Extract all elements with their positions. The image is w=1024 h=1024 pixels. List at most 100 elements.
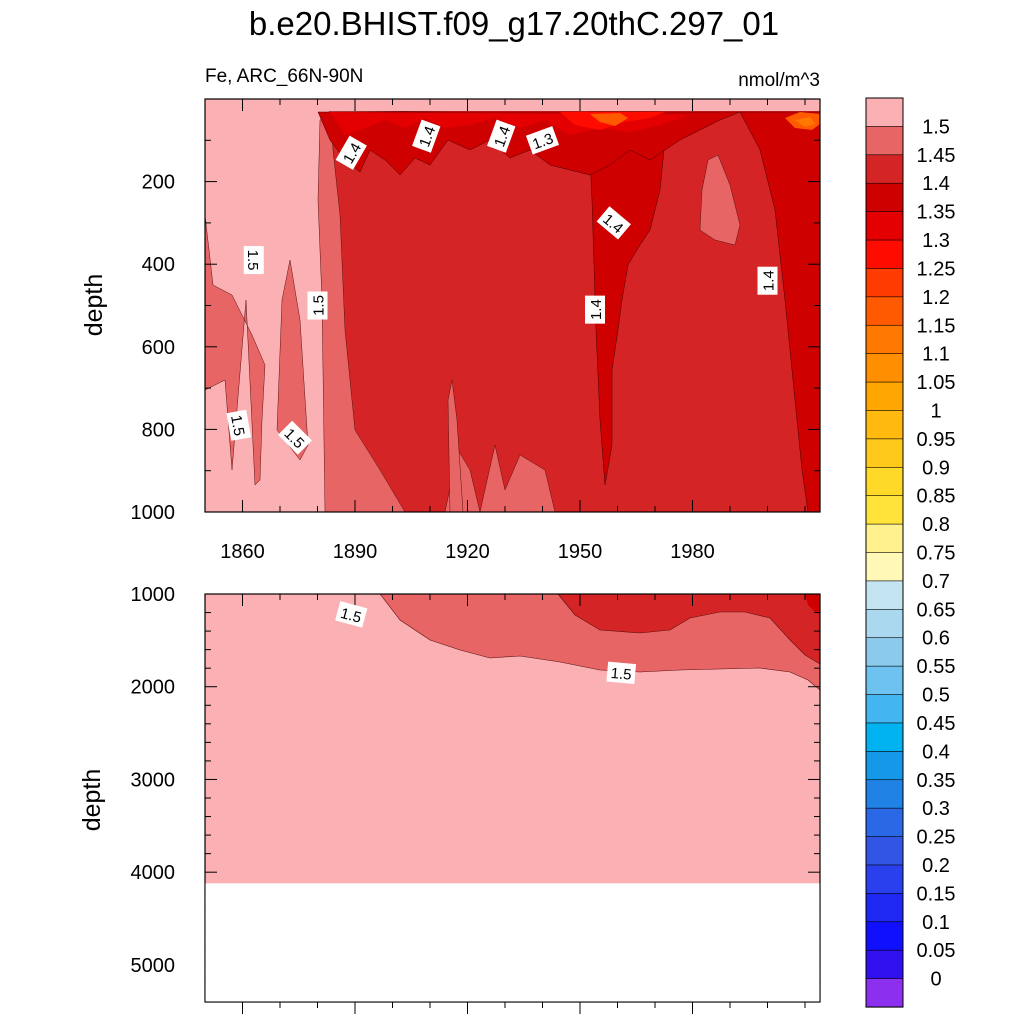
contour-label-text: 1.4 xyxy=(491,124,514,149)
colorbar-swatch xyxy=(865,665,904,696)
contour-label-bg xyxy=(243,246,264,275)
colorbar-swatch xyxy=(865,495,904,525)
colorbar-swatch xyxy=(865,836,904,866)
colorbar-label: 1.3 xyxy=(922,230,950,252)
upper-ylabel: depth xyxy=(80,274,108,337)
colorbar-label: 1.45 xyxy=(917,145,956,167)
lower-contour-labels: 1.5 1.5 xyxy=(335,601,637,685)
colorbar-swatch xyxy=(865,239,904,270)
colorbar-swatch xyxy=(865,381,904,412)
contour-label: 1.4 xyxy=(412,119,441,153)
colorbar-swatch xyxy=(865,97,904,128)
colorbar-label: 0.35 xyxy=(917,770,956,792)
colorbar-swatch xyxy=(865,609,904,639)
colorbar-label: 0.65 xyxy=(917,599,956,621)
y-tick-label: 800 xyxy=(142,419,175,441)
colorbar-label: 1.05 xyxy=(917,372,956,394)
y-tick-label: 3000 xyxy=(131,769,176,791)
colorbar-swatch xyxy=(865,211,904,241)
colorbar-swatch xyxy=(865,580,904,610)
colorbar-label: 0.5 xyxy=(922,685,950,707)
colorbar-label: 0.95 xyxy=(917,429,956,451)
surface-band xyxy=(205,99,820,111)
contour-label-bg xyxy=(412,119,441,153)
no-data-region xyxy=(205,883,820,1002)
colorbar-swatch xyxy=(865,949,904,980)
colorbar-label: 0.4 xyxy=(922,741,950,763)
colorbar-swatch xyxy=(865,126,904,156)
colorbar-swatch xyxy=(865,552,904,582)
contour-label-text: 1.5 xyxy=(244,250,261,271)
contour-label: 1.5 xyxy=(307,291,328,320)
contour-label-bg xyxy=(307,291,328,320)
colorbar-label: 0.2 xyxy=(922,855,950,877)
colorbar-label: 0.45 xyxy=(917,713,956,735)
colorbar-swatch xyxy=(865,921,904,951)
contour-label-text: 1.5 xyxy=(610,665,632,684)
band-1.45-lower xyxy=(379,593,821,691)
colorbar-swatch xyxy=(865,893,904,923)
colorbar-swatch xyxy=(865,353,904,383)
colorbar-label: 0.25 xyxy=(917,827,956,849)
colorbar-label: 1.5 xyxy=(922,116,950,138)
colorbar-label: 0.7 xyxy=(922,571,950,593)
band-1.45-left-lens xyxy=(204,214,266,486)
contour-label-bg xyxy=(335,135,367,170)
contour-label-text: 1.4 xyxy=(761,270,778,291)
colorbar-swatch xyxy=(865,807,904,838)
band-1.45-small-lens xyxy=(276,259,309,461)
x-tick-label: 1860 xyxy=(220,541,265,563)
contour-label-bg xyxy=(585,295,605,324)
colorbar-swatch xyxy=(865,466,904,497)
colorbar-swatch xyxy=(865,978,904,1008)
colorbar: 1.5 1.45 1.4 1.35 1.3 1.25 1.2 1.15 1.1 1.05 1 0.95… xyxy=(865,97,956,1008)
contour-label: 1.4 xyxy=(487,119,516,153)
colorbar-swatch xyxy=(865,410,904,440)
band-1.35-lower xyxy=(805,594,820,614)
colorbar-swatch xyxy=(865,637,904,667)
y-tick-label: 2000 xyxy=(131,677,176,699)
colorbar-label: 0.15 xyxy=(917,883,956,905)
x-tick-label: 1950 xyxy=(558,541,603,563)
y-tick-label: 600 xyxy=(142,337,175,359)
colorbar-swatch xyxy=(865,523,904,554)
lower-panel: depth 1000 2000 3000 4000 5000 1.5 1.5 xyxy=(78,584,821,1014)
colorbar-swatch xyxy=(865,324,904,355)
contour-label: 1.5 xyxy=(243,246,264,275)
contour-label-bg xyxy=(757,266,778,295)
band-1.4-lower xyxy=(557,593,821,665)
x-tick-label: 1980 xyxy=(670,541,715,563)
y-tick-label: 400 xyxy=(142,254,175,276)
x-tick-label: 1890 xyxy=(333,541,378,563)
variable-region-label: Fe, ARC_66N-90N xyxy=(205,66,363,87)
colorbar-swatch xyxy=(865,154,904,184)
colorbar-label: 1.35 xyxy=(917,202,956,224)
colorbar-label: 1.2 xyxy=(922,287,950,309)
colorbar-label: 1.15 xyxy=(917,315,956,337)
contour-label: 1.4 xyxy=(585,295,605,324)
colorbar-label: 1.4 xyxy=(922,173,950,195)
colorbar-label: 1.25 xyxy=(917,258,956,280)
upper-axes: 200 400 600 800 1000 1860 1890 1920 1950 1980 xyxy=(131,99,820,563)
colorbar-label: 1 xyxy=(930,400,941,422)
colorbar-label: 0.9 xyxy=(922,457,950,479)
band-1.2-patch-b xyxy=(590,113,628,126)
contour-label-bg xyxy=(606,661,637,685)
colorbar-swatch xyxy=(865,751,904,781)
colorbar-label: 0.3 xyxy=(922,798,950,820)
y-tick-label: 5000 xyxy=(131,955,176,977)
contour-label-bg xyxy=(525,126,560,155)
contour-label: 1.5 xyxy=(335,601,368,628)
lower-axes: 1000 2000 3000 4000 5000 xyxy=(131,584,820,1014)
colorbar-swatch xyxy=(865,182,904,213)
contour-label-text: 1.3 xyxy=(530,130,555,153)
band-1.35-deep-plume xyxy=(587,111,666,486)
units-label: nmol/m^3 xyxy=(738,70,820,91)
y-tick-label: 200 xyxy=(142,172,175,194)
colorbar-label: 0.85 xyxy=(917,486,956,508)
band-1.15-patch-c xyxy=(795,117,815,127)
contour-label-bg xyxy=(487,119,516,153)
colorbar-swatch xyxy=(865,722,904,752)
contour-label-text: 1.4 xyxy=(588,299,605,320)
